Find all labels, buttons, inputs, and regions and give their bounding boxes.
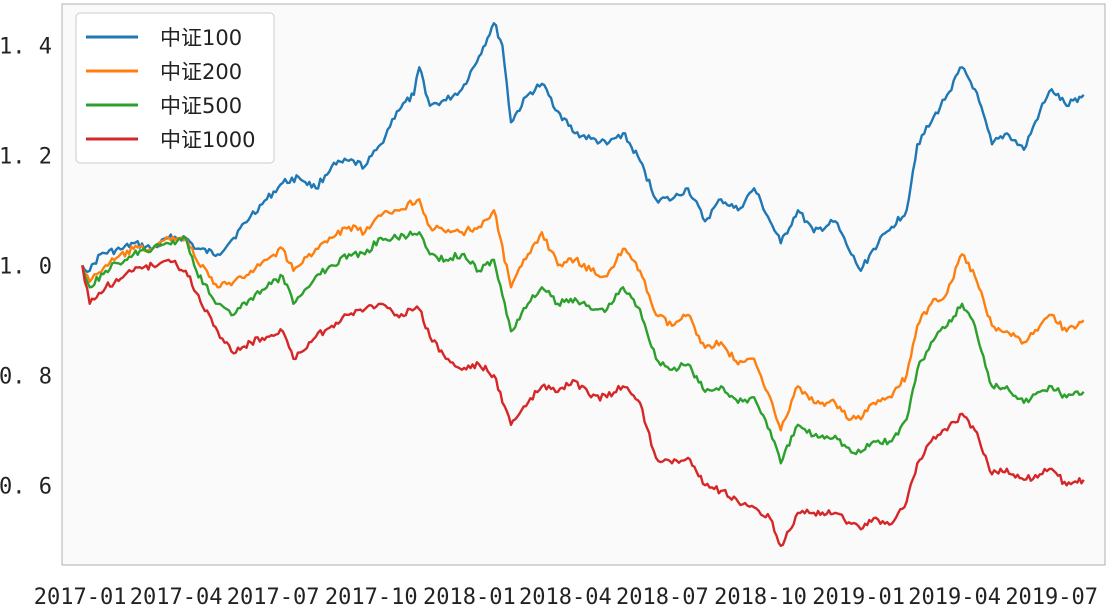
legend-entry-label: 中证100 bbox=[160, 26, 242, 50]
y-tick-label: 0. 8 bbox=[0, 364, 52, 389]
y-axis: 0. 6 0. 8 1. 0 1. 2 1. 4 bbox=[0, 34, 52, 499]
legend-entry-label: 中证1000 bbox=[160, 128, 255, 152]
series-line-4 bbox=[81, 258, 1085, 547]
series-line-1 bbox=[81, 22, 1085, 274]
plot-frame bbox=[61, 3, 1106, 566]
x-tick-label: 2018-04 bbox=[519, 585, 612, 610]
legend-box bbox=[75, 12, 275, 164]
y-tick-label: 1. 4 bbox=[0, 34, 52, 59]
x-axis: 2017-01 2017-04 2017-07 2017-10 2018-01 2018-… bbox=[34, 585, 1098, 610]
x-tick-label: 2019-07 bbox=[1005, 585, 1098, 610]
x-tick-label: 2017-04 bbox=[130, 585, 223, 610]
legend-entry-label: 中证500 bbox=[160, 94, 242, 118]
series-layer bbox=[81, 22, 1085, 547]
y-tick-label: 1. 0 bbox=[0, 254, 52, 279]
legend: 中证100 中证200 中证500 中证1000 bbox=[75, 12, 275, 164]
x-tick-label: 2019-04 bbox=[908, 585, 1001, 610]
x-tick-label: 2018-01 bbox=[423, 585, 516, 610]
x-tick-label: 2018-07 bbox=[616, 585, 709, 610]
y-tick-label: 1. 2 bbox=[0, 144, 52, 169]
legend-entry-label: 中证200 bbox=[160, 60, 242, 84]
series-line-3 bbox=[81, 230, 1085, 465]
x-tick-label: 2017-07 bbox=[227, 585, 320, 610]
series-line-2 bbox=[81, 198, 1085, 432]
x-tick-label: 2019-01 bbox=[812, 585, 905, 610]
y-tick-label: 0. 6 bbox=[0, 474, 52, 499]
x-tick-label: 2018-10 bbox=[714, 585, 807, 610]
x-tick-label: 2017-10 bbox=[325, 585, 418, 610]
x-tick-label: 2017-01 bbox=[34, 585, 127, 610]
